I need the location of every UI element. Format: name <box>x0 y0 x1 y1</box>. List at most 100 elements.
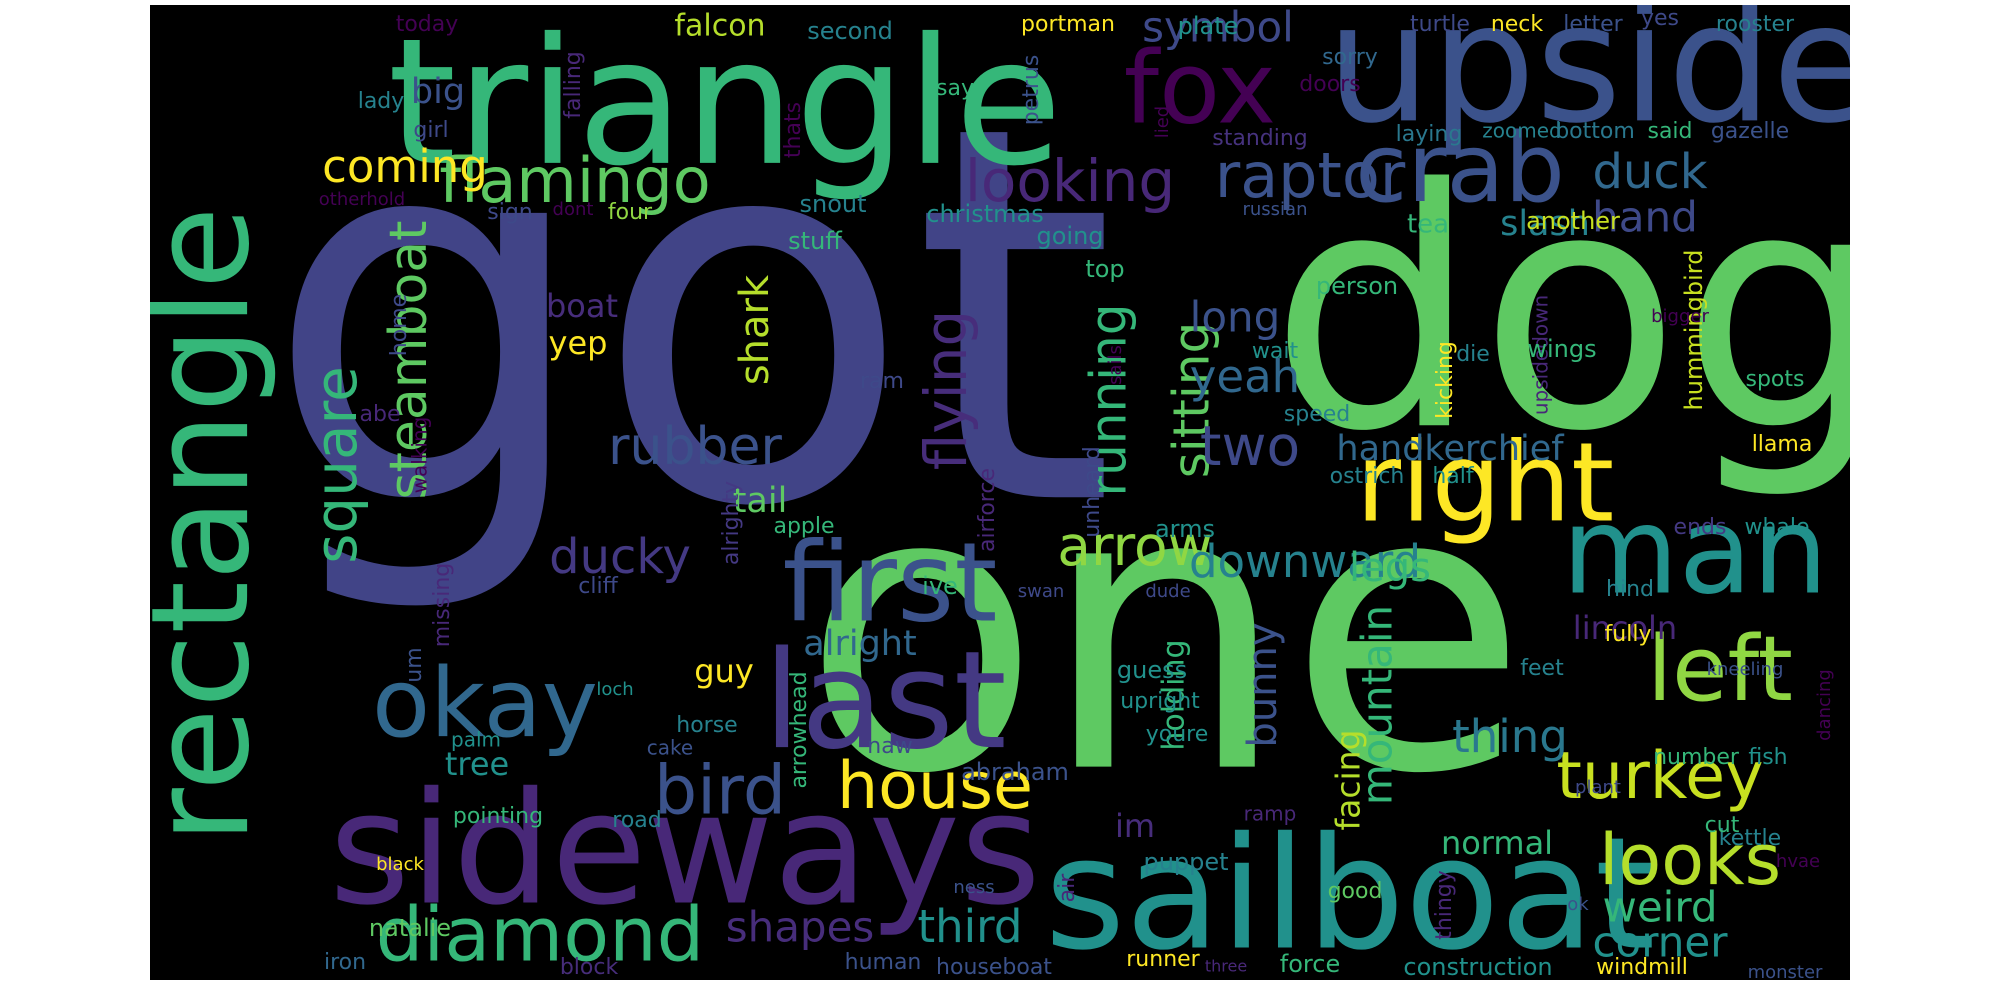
cloud-word-one: one <box>802 405 1528 859</box>
cloud-word-running: running <box>1080 304 1138 497</box>
cloud-word-tail: tail <box>733 481 788 521</box>
cloud-word-bottom: bottom <box>1555 119 1635 144</box>
cloud-word-pointing: pointing <box>453 804 543 829</box>
cloud-word-corner: corner <box>1592 918 1728 967</box>
cloud-word-falcon: falcon <box>674 9 765 44</box>
cloud-word-person: person <box>1316 272 1398 300</box>
cloud-word-bird: bird <box>654 752 786 831</box>
cloud-word-left: left <box>1647 617 1793 722</box>
cloud-word-ends: ends <box>1674 515 1727 540</box>
cloud-word-airforce: airforce <box>975 468 1000 552</box>
cloud-word-sitting: sitting <box>1163 322 1221 478</box>
cloud-word-shark: shark <box>732 274 778 385</box>
cloud-word-standing: standing <box>1212 126 1308 151</box>
cloud-word-whale: whale <box>1744 515 1809 540</box>
cloud-word-handkerchief: handkerchief <box>1336 429 1564 469</box>
cloud-word-legs: legs <box>1349 545 1431 591</box>
cloud-word-air: air <box>1055 873 1080 903</box>
cloud-word-today: today <box>396 12 459 37</box>
cloud-word-symbol: symbol <box>1142 5 1294 52</box>
cloud-word-turtle: turtle <box>1410 12 1470 37</box>
cloud-word-im: im <box>1115 807 1155 845</box>
cloud-word-kneeling: kneeling <box>1707 659 1784 680</box>
cloud-word-sails: sails <box>1105 345 1126 385</box>
cloud-word-falling: falling <box>561 51 586 118</box>
cloud-word-steamboat: steamboat <box>379 220 439 499</box>
cloud-word-raptor: raptor <box>1215 139 1406 212</box>
cloud-word-house: house <box>837 749 1033 824</box>
cloud-word-upside: upside <box>1326 5 1850 159</box>
cloud-word-dancing: dancing <box>1814 669 1835 741</box>
cloud-word-wait: wait <box>1252 339 1299 364</box>
cloud-word-flamingo: flamingo <box>439 144 710 217</box>
cloud-word-fish: fish <box>1748 745 1787 770</box>
cloud-word-road: road <box>612 808 661 833</box>
cloud-word-thats: thats <box>781 102 806 158</box>
cloud-word-looking: looking <box>965 147 1175 215</box>
cloud-word-looks: looks <box>1599 819 1781 901</box>
cloud-word-good: good <box>1328 879 1383 904</box>
cloud-word-iron: iron <box>324 950 366 975</box>
cloud-word-three: three <box>1205 957 1247 976</box>
cloud-word-upsidedown: upsidedown <box>1529 295 1553 415</box>
cloud-word-upright: upright <box>1120 689 1200 714</box>
cloud-word-neck: neck <box>1491 12 1544 37</box>
cloud-word-ramp: ramp <box>1244 802 1297 826</box>
cloud-word-dont: dont <box>553 199 594 220</box>
cloud-word-number: number <box>1653 745 1740 770</box>
cloud-word-four: four <box>608 200 653 225</box>
cloud-word-cut: cut <box>1705 813 1740 838</box>
cloud-word-hand: hand <box>1592 193 1698 242</box>
cloud-word-rooster: rooster <box>1716 12 1795 37</box>
cloud-word-boat: boat <box>546 287 618 325</box>
cloud-word-cake: cake <box>647 736 693 760</box>
cloud-word-long: long <box>1190 293 1281 342</box>
cloud-word-bigger: bigger <box>1651 306 1709 327</box>
cloud-word-houseboat: houseboat <box>936 955 1052 980</box>
cloud-word-abe: abe <box>360 402 401 427</box>
cloud-word-turkey: turkey <box>1556 739 1763 814</box>
cloud-word-second: second <box>807 17 893 45</box>
cloud-word-lincoln: lincoln <box>1573 609 1677 647</box>
cloud-word-home: home <box>387 294 412 356</box>
cloud-word-ok: ok <box>1567 894 1589 915</box>
cloud-word-laying: laying <box>1396 122 1463 147</box>
cloud-word-otherhold: otherhold <box>319 189 405 210</box>
cloud-word-llama: llama <box>1752 432 1813 457</box>
cloud-word-thingy: thingy <box>1432 870 1457 940</box>
cloud-word-ness: ness <box>953 877 994 898</box>
cloud-word-unheard: unheard <box>1080 446 1105 537</box>
cloud-word-yeah: yeah <box>1190 350 1300 403</box>
cloud-word-another: another <box>1526 207 1620 235</box>
cloud-word-die: die <box>1456 342 1490 367</box>
cloud-word-sideways: sideways <box>329 758 1041 939</box>
cloud-word-doors: doors <box>1299 72 1360 97</box>
cloud-word-natalie: natalie <box>369 914 451 942</box>
cloud-word-zoomed: zoomed <box>1482 119 1561 143</box>
cloud-word-kicking: kicking <box>1433 341 1458 419</box>
cloud-word-third: third <box>918 900 1023 953</box>
cloud-word-sign: sign <box>487 200 532 225</box>
cloud-word-guess: guess <box>1117 656 1187 684</box>
cloud-word-force: force <box>1280 950 1340 978</box>
cloud-word-ducky: ducky <box>549 529 691 585</box>
cloud-word-alright: alright <box>803 624 916 664</box>
cloud-word-girl: girl <box>413 118 448 143</box>
cloud-word-um: um <box>402 647 427 682</box>
cloud-word-man: man <box>1562 483 1828 622</box>
cloud-word-ive: ive <box>922 572 958 600</box>
cloud-word-cliff: cliff <box>578 574 618 599</box>
cloud-word-hvae: hvae <box>1776 851 1820 872</box>
cloud-word-hind: hind <box>1606 577 1654 602</box>
cloud-word-dog: dog <box>1270 119 1850 503</box>
cloud-word-right: right <box>1356 418 1614 546</box>
cloud-word-gazelle: gazelle <box>1711 119 1789 144</box>
cloud-word-yep: yep <box>549 324 608 362</box>
cloud-word-lady: lady <box>358 89 405 114</box>
cloud-word-tree: tree <box>445 745 509 783</box>
cloud-word-letter: letter <box>1563 12 1623 37</box>
cloud-word-alrighty: alrighty <box>719 481 744 565</box>
cloud-word-first: first <box>783 518 998 646</box>
cloud-word-missing: missing <box>430 563 455 648</box>
